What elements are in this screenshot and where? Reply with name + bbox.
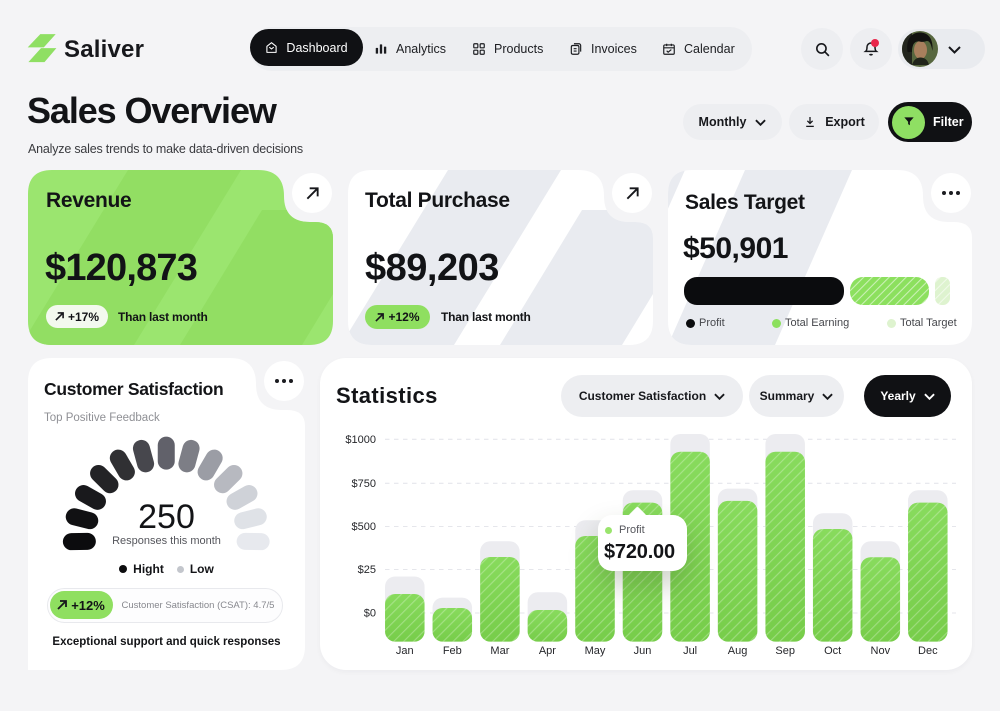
svg-text:$0: $0 (364, 608, 376, 620)
svg-text:Oct: Oct (824, 645, 841, 657)
svg-text:$500: $500 (352, 521, 376, 533)
svg-text:Aug: Aug (728, 645, 748, 657)
svg-text:$25: $25 (358, 564, 376, 576)
svg-text:Sep: Sep (775, 645, 795, 657)
svg-text:Jun: Jun (634, 645, 652, 657)
svg-text:May: May (585, 645, 606, 657)
svg-text:Mar: Mar (490, 645, 509, 657)
svg-text:Apr: Apr (539, 645, 556, 657)
svg-text:$1000: $1000 (345, 434, 376, 446)
svg-text:$750: $750 (352, 478, 376, 490)
svg-text:Nov: Nov (871, 645, 891, 657)
svg-text:Jan: Jan (396, 645, 414, 657)
svg-text:Dec: Dec (918, 645, 938, 657)
svg-text:Feb: Feb (443, 645, 462, 657)
svg-text:Jul: Jul (683, 645, 697, 657)
